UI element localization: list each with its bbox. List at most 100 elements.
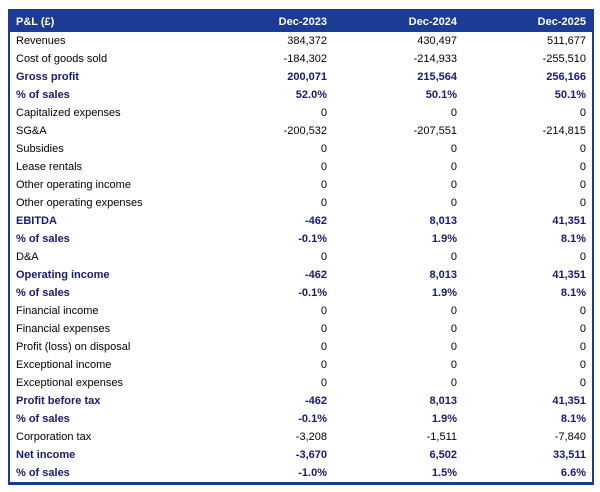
cell-value: 50.1% xyxy=(554,89,586,101)
table-row: % of sales -0.1% 1.9% 8.1% xyxy=(9,284,593,302)
cell-value: 0 xyxy=(320,251,327,263)
cell-value: 0 xyxy=(320,323,327,335)
row-label: Revenues xyxy=(16,35,66,47)
table-row: % of sales -0.1% 1.9% 8.1% xyxy=(9,410,593,428)
table-row: Exceptional expenses 0 0 0 xyxy=(9,374,593,392)
row-label: Profit (loss) on disposal xyxy=(16,341,131,353)
table-row: Capitalized expenses 0 0 0 xyxy=(9,104,593,122)
cell-value: 8.1% xyxy=(560,413,586,425)
cell-value: 8,013 xyxy=(429,215,457,227)
cell-value: 1.9% xyxy=(431,287,457,299)
cell-value: -0.1% xyxy=(298,413,327,425)
cell-value: 0 xyxy=(579,107,586,119)
cell-value: 52.0% xyxy=(295,89,327,101)
cell-value: -0.1% xyxy=(298,287,327,299)
cell-value: 0 xyxy=(320,107,327,119)
table-row: Profit (loss) on disposal 0 0 0 xyxy=(9,338,593,356)
row-label: Other operating income xyxy=(16,179,131,191)
cell-value: 0 xyxy=(579,197,586,209)
cell-value: -1.0% xyxy=(298,467,327,479)
cell-value: 0 xyxy=(450,107,457,119)
cell-value: 0 xyxy=(579,305,586,317)
cell-value: 0 xyxy=(320,305,327,317)
cell-value: 0 xyxy=(320,197,327,209)
cell-value: 215,564 xyxy=(417,71,457,83)
cell-value: 0 xyxy=(450,179,457,191)
cell-value: 8.1% xyxy=(560,233,586,245)
cell-value: 0 xyxy=(450,197,457,209)
cell-value: 0 xyxy=(320,377,327,389)
table-row: % of sales -0.1% 1.9% 8.1% xyxy=(9,230,593,248)
table-row: Other operating expenses 0 0 0 xyxy=(9,194,593,212)
row-label: Financial expenses xyxy=(16,323,111,335)
cell-value: -0.1% xyxy=(298,233,327,245)
row-label: Profit before tax xyxy=(16,395,101,407)
table-row: Financial income 0 0 0 xyxy=(9,302,593,320)
cell-value: -1,511 xyxy=(426,431,457,443)
row-label: % of sales xyxy=(16,413,70,425)
cell-value: -214,933 xyxy=(413,53,457,65)
cell-value: 0 xyxy=(579,323,586,335)
cell-value: -214,815 xyxy=(542,125,586,137)
cell-value: 0 xyxy=(579,341,586,353)
cell-value: 8.1% xyxy=(560,287,586,299)
row-label: % of sales xyxy=(16,287,70,299)
table-row: Revenues 384,372 430,497 511,677 xyxy=(9,32,593,50)
cell-value: 200,071 xyxy=(287,71,327,83)
cell-value: 41,351 xyxy=(552,395,586,407)
cell-value: 33,511 xyxy=(552,449,586,461)
cell-value: 0 xyxy=(579,251,586,263)
table-row: Gross profit 200,071 215,564 256,166 xyxy=(9,68,593,86)
cell-value: 511,677 xyxy=(547,35,586,47)
table-row: Net income -3,670 6,502 33,511 xyxy=(9,446,593,464)
cell-value: 384,372 xyxy=(287,35,327,47)
cell-value: -207,551 xyxy=(413,125,457,137)
cell-value: 41,351 xyxy=(552,269,586,281)
cell-value: 0 xyxy=(450,161,457,173)
table-row: Other operating income 0 0 0 xyxy=(9,176,593,194)
cell-value: 1.9% xyxy=(431,233,457,245)
cell-value: 8,013 xyxy=(429,269,457,281)
cell-value: 0 xyxy=(450,341,457,353)
table-row: % of sales 52.0% 50.1% 50.1% xyxy=(9,86,593,104)
cell-value: 0 xyxy=(579,161,586,173)
cell-value: -184,302 xyxy=(283,53,327,65)
row-label: Exceptional expenses xyxy=(16,377,124,389)
row-label: Gross profit xyxy=(16,71,79,83)
cell-value: 50.1% xyxy=(425,89,457,101)
cell-value: -462 xyxy=(304,395,327,407)
cell-value: 0 xyxy=(579,359,586,371)
cell-value: 0 xyxy=(450,377,457,389)
row-label: Exceptional income xyxy=(16,359,112,371)
cell-value: 0 xyxy=(320,341,327,353)
cell-value: -3,670 xyxy=(295,449,327,461)
cell-value: 0 xyxy=(320,359,327,371)
cell-value: 1.5% xyxy=(431,467,457,479)
header-cell-dec-2024: Dec-2024 xyxy=(333,10,463,32)
cell-value: 0 xyxy=(579,143,586,155)
table-row: Corporation tax -3,208 -1,511 -7,840 xyxy=(9,428,593,446)
header-cell-dec-2023: Dec-2023 xyxy=(203,10,333,32)
row-label: % of sales xyxy=(16,89,70,101)
cell-value: 0 xyxy=(320,179,327,191)
table-row: Operating income -462 8,013 41,351 xyxy=(9,266,593,284)
cell-value: 0 xyxy=(450,359,457,371)
cell-value: 0 xyxy=(450,251,457,263)
cell-value: 6,502 xyxy=(429,449,457,461)
table-row: Profit before tax -462 8,013 41,351 xyxy=(9,392,593,410)
table-row: % of sales -1.0% 1.5% 6.6% xyxy=(9,464,593,484)
cell-value: -3,208 xyxy=(295,431,327,443)
row-label: Cost of goods sold xyxy=(16,53,108,65)
row-label: Capitalized expenses xyxy=(16,107,121,119)
row-label: Net income xyxy=(16,449,76,461)
cell-value: 41,351 xyxy=(552,215,586,227)
header-cell-pnl-title: P&L (£) xyxy=(9,10,203,32)
cell-value: -462 xyxy=(304,215,327,227)
row-label: Corporation tax xyxy=(16,431,92,443)
row-label: SG&A xyxy=(16,125,47,137)
table-body: Revenues 384,372 430,497 511,677 Cost of goo… xyxy=(9,32,593,484)
cell-value: 0 xyxy=(320,143,327,155)
cell-value: 6.6% xyxy=(560,467,586,479)
cell-value: -200,532 xyxy=(283,125,327,137)
row-label: Other operating expenses xyxy=(16,197,143,209)
